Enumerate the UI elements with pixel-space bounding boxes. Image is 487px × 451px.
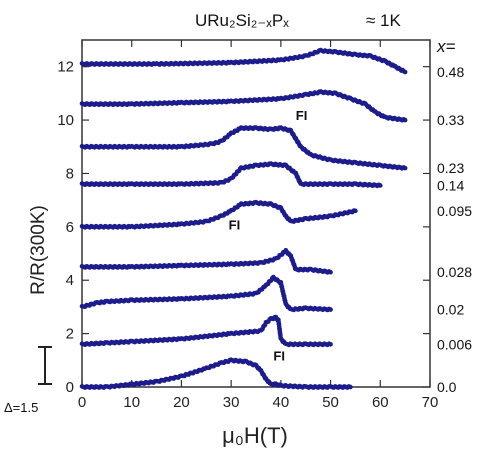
data-point [328, 269, 333, 275]
doping-label-0.095: 0.095 [437, 203, 472, 219]
doping-label-0.14: 0.14 [437, 177, 464, 193]
data-point [348, 384, 353, 390]
doping-label-0.23: 0.23 [437, 160, 464, 176]
data-point [402, 69, 408, 75]
x-tick-label: 20 [173, 394, 190, 411]
series-0.02 [79, 274, 333, 313]
x-tick-label: 10 [123, 394, 140, 411]
doping-header: x= [436, 37, 456, 56]
x-tick-label: 60 [372, 394, 389, 411]
y-tick-label: 10 [57, 112, 74, 129]
data-point [377, 183, 383, 188]
data-point [328, 307, 333, 312]
data-point [402, 117, 408, 123]
x-tick-label: 0 [78, 394, 86, 411]
series-0.095 [79, 199, 358, 230]
plot-frame [81, 39, 431, 388]
doping-label-0.028: 0.028 [437, 264, 472, 280]
y-tick-label: 2 [66, 326, 74, 343]
series-0.0 [79, 357, 353, 390]
y-tick-label: 8 [66, 165, 74, 182]
data-point [353, 208, 358, 214]
chart-title: URu₂Si₂₋ₓPₓ [195, 11, 289, 30]
temperature-label: ≈ 1K [366, 11, 402, 30]
x-axis-label: μ₀H(T) [222, 423, 288, 448]
plot-area: 0 10 20 30 40 50 60 70 0 2 4 6 8 10 12 0.48 0.33 0.230.14… [4, 39, 472, 415]
y-tick-label: 4 [66, 272, 74, 289]
y-tick-label: 12 [57, 59, 74, 76]
y-tick-label: 0 [66, 379, 74, 396]
series-0.33 [79, 89, 408, 123]
x-tick-label: 50 [322, 394, 339, 411]
data-point [328, 341, 333, 347]
x-tick-label: 30 [223, 394, 240, 411]
y-tick-label: 6 [66, 219, 74, 236]
doping-label-0.48: 0.48 [437, 64, 464, 80]
series-0.028 [79, 248, 333, 275]
series-0.006 [79, 314, 333, 348]
doping-label-0.006: 0.006 [437, 336, 472, 352]
series-0.48 [79, 47, 408, 75]
fi-annotation: FI [296, 108, 308, 123]
x-tick-label: 40 [273, 394, 290, 411]
x-tick-label: 70 [422, 394, 439, 411]
series-0.23 [79, 125, 408, 171]
offset-bar-label: Δ=1.5 [4, 400, 38, 415]
fi-annotation: FI [273, 348, 285, 363]
doping-label-0.02: 0.02 [437, 302, 464, 318]
series-0.14 [79, 161, 383, 189]
data-point [402, 165, 408, 171]
fi-annotation: FI [229, 218, 241, 233]
doping-label-0.33: 0.33 [437, 112, 464, 128]
doping-label-0.0: 0.0 [437, 379, 457, 395]
y-axis-label: R/R(300K) [28, 205, 49, 295]
